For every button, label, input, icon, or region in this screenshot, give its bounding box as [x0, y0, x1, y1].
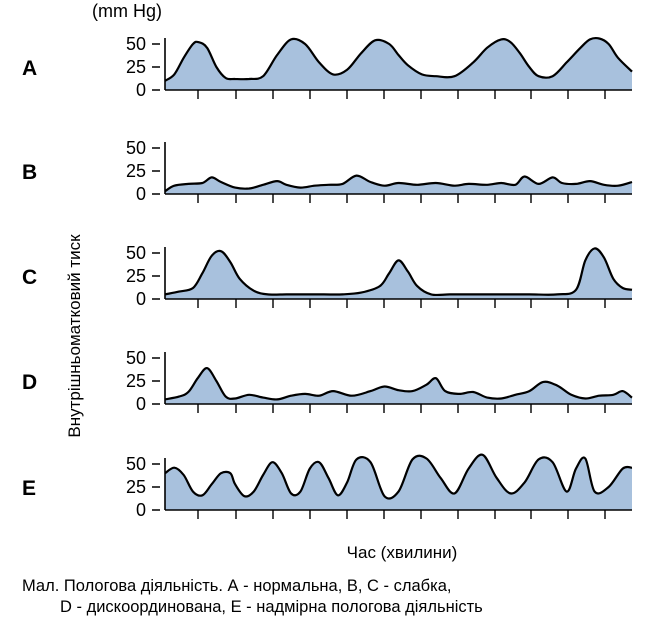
series-line-e: [164, 453, 633, 500]
caption-line-2: D - дискоординована, Е - надмірна полого…: [60, 598, 483, 616]
caption-line-1: Мал. Пологова діяльність. А - нормальна,…: [22, 577, 452, 595]
series-line-a: [164, 36, 633, 82]
y-tick-label: 0: [136, 184, 146, 204]
series-area-e: [165, 454, 632, 510]
panel-e: E 0 25 50: [22, 453, 633, 520]
panel-letter-d: D: [22, 371, 37, 394]
pressure-unit-label: (mm Hg): [92, 1, 162, 21]
panel-a: A 0 25 50: [22, 34, 633, 100]
series-line-c: [164, 247, 633, 297]
y-tick-label: 50: [126, 454, 146, 474]
y-tick-label: 50: [126, 138, 146, 158]
y-tick-label: 0: [136, 80, 146, 100]
series-area-b: [165, 175, 632, 194]
y-tick-label: 0: [136, 289, 146, 309]
y-tick-label: 25: [126, 371, 146, 391]
panel-letter-c: C: [22, 266, 37, 289]
panel-letter-e: E: [22, 477, 36, 500]
panels-group: A 0 25 50 B 0 25 50 C 0 25 50 D 0 25 50 E 0 25 50: [22, 34, 633, 520]
x-axis-label: Час (хвилини): [347, 543, 458, 562]
series-line-d: [164, 367, 633, 401]
panel-b: B 0 25 50: [22, 138, 633, 204]
y-tick-label: 25: [126, 477, 146, 497]
panel-c: C 0 25 50: [22, 243, 633, 309]
y-tick-label: 25: [126, 161, 146, 181]
y-tick-label: 25: [126, 266, 146, 286]
y-tick-label: 0: [136, 394, 146, 414]
y-tick-label: 50: [126, 34, 146, 54]
series-line-b: [164, 174, 633, 193]
panel-d: D 0 25 50: [22, 348, 633, 414]
series-area-a: [165, 38, 632, 90]
panel-letter-b: B: [22, 161, 37, 184]
y-tick-label: 50: [126, 243, 146, 263]
y-axis-label: Внутрішньоматковий тиск: [65, 234, 84, 438]
y-tick-label: 0: [136, 500, 146, 520]
y-tick-label: 50: [126, 348, 146, 368]
y-tick-label: 25: [126, 57, 146, 77]
series-area-c: [165, 248, 632, 299]
figure-caption: Мал. Пологова діяльність. А - нормальна,…: [22, 576, 642, 618]
panel-letter-a: A: [22, 57, 37, 80]
